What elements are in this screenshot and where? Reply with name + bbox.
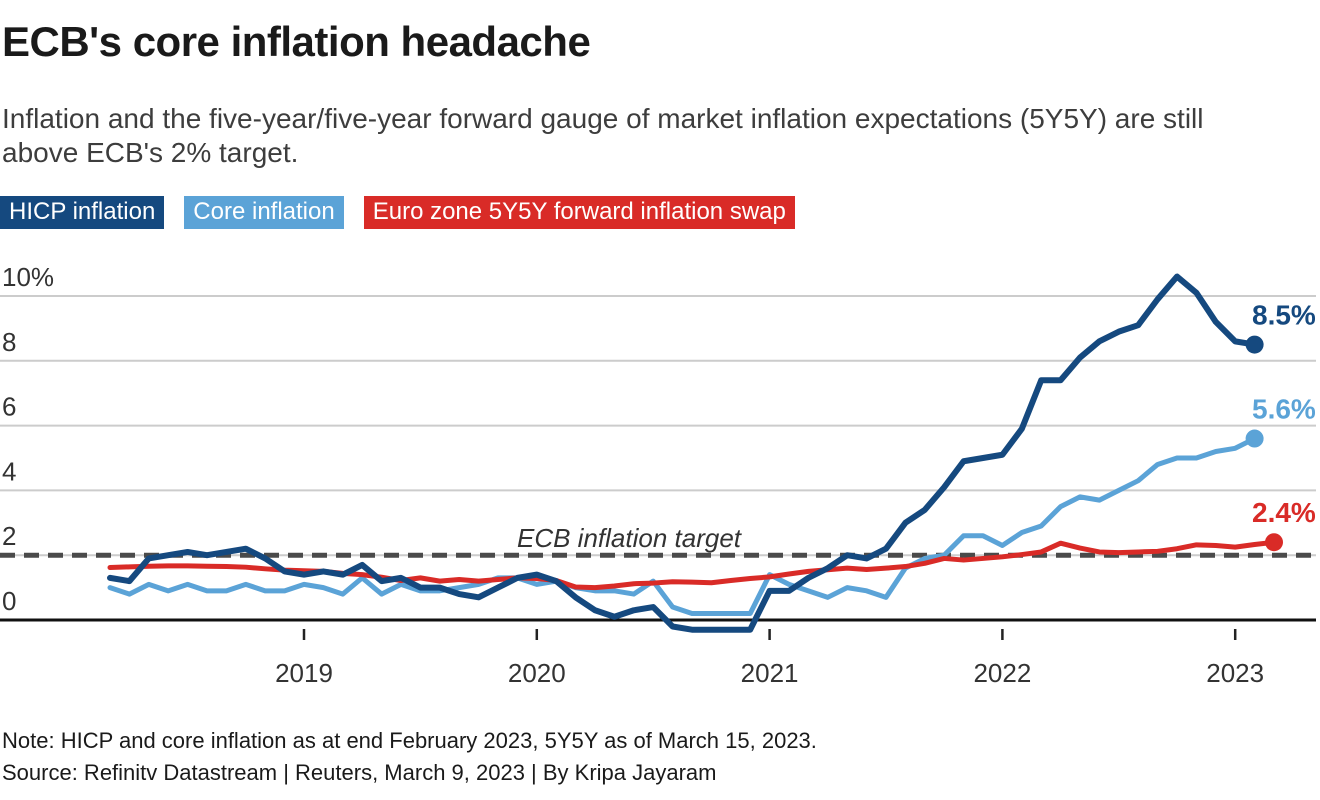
series-end-label-0: 8.5% (1252, 300, 1316, 331)
y-axis-label-4: 4 (2, 456, 16, 486)
y-axis-label-8: 8 (2, 327, 16, 357)
inflation-chart: 10% 8 6 4 2 0 2019 2020 2021 2022 2023 ECB inflatio… (0, 250, 1320, 690)
x-axis-label-2019: 2019 (275, 658, 333, 688)
chart-note: Note: HICP and core inflation as at end … (2, 728, 817, 753)
series-end-dot-2 (1265, 533, 1283, 552)
series-end-label-2: 2.4% (1252, 497, 1316, 528)
x-axis-label-2020: 2020 (508, 658, 566, 688)
chart-subtitle-line2: above ECB's 2% target. (2, 137, 299, 168)
legend-chip-5y5y-swap: Euro zone 5Y5Y forward inflation swap (363, 196, 795, 229)
legend-chip-core-inflation: Core inflation (184, 196, 344, 229)
page-title: ECB's core inflation headache (2, 18, 591, 65)
series-end-dot-0 (1245, 335, 1264, 354)
x-axis-label-2022: 2022 (973, 658, 1031, 688)
y-axis-label-2: 2 (2, 521, 16, 551)
chart-subtitle: Inflation and the five-year/five-year fo… (2, 102, 1204, 170)
series-line-1 (107, 436, 1258, 617)
series-end-dot-1 (1245, 429, 1264, 448)
series-line-2 (107, 539, 1277, 591)
chart-source: Source: Refinitv Datastream | Reuters, M… (2, 760, 717, 785)
ecb-target-label: ECB inflation target (517, 523, 743, 553)
legend-chip-hicp-inflation: HICP inflation (0, 196, 165, 229)
y-axis-label-10%: 10% (2, 262, 54, 292)
chart-subtitle-line1: Inflation and the five-year/five-year fo… (2, 103, 1204, 134)
series-end-label-1: 5.6% (1252, 394, 1316, 425)
chart-legend: HICP inflation Core inflation Euro zone … (0, 196, 815, 229)
y-axis-label-0: 0 (2, 586, 16, 616)
x-axis-label-2021: 2021 (741, 658, 799, 688)
series-line-0 (107, 273, 1258, 633)
inflation-chart-svg: 10% 8 6 4 2 0 2019 2020 2021 2022 2023 ECB inflatio… (0, 262, 1316, 688)
x-axis-label-2023: 2023 (1206, 658, 1264, 688)
y-axis-label-6: 6 (2, 392, 16, 422)
